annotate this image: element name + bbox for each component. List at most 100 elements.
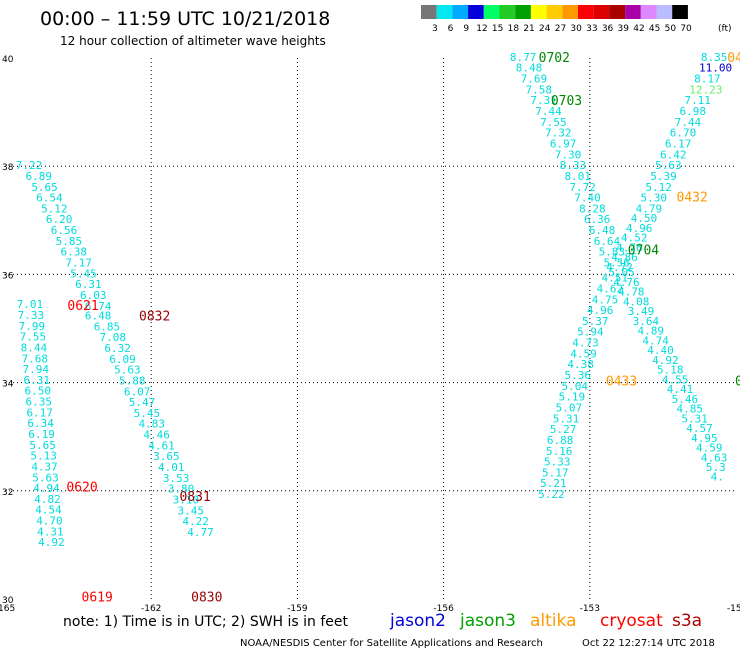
time-label: 0830 — [191, 590, 222, 605]
time-label: 0620 — [66, 480, 97, 495]
color-swatch — [452, 5, 469, 19]
swh-value: 4.94 — [33, 482, 60, 495]
swh-value: 5.37 — [582, 315, 609, 328]
swh-value: 4.63 — [701, 451, 728, 464]
swh-value: 4.22 — [182, 515, 209, 528]
swh-value: 4.75 — [592, 293, 619, 306]
color-swatch-label: 45 — [649, 24, 660, 34]
footer-generated: Oct 22 12:27:14 UTC 2018 — [582, 638, 715, 649]
swh-value: 6.85 — [94, 320, 121, 333]
x-tick-label: -156 — [433, 604, 454, 614]
color-swatch — [421, 5, 437, 19]
swh-value: 5.65 — [29, 439, 56, 452]
swh-value: 3.10 — [173, 493, 200, 506]
swh-value: 7.22 — [16, 159, 43, 172]
swh-value: 4.57 — [686, 422, 713, 435]
swh-value: 5.13 — [30, 450, 56, 463]
swh-value: 6.48 — [589, 224, 616, 237]
swh-value: 3.64 — [633, 315, 660, 328]
swh-value: 3.65 — [153, 450, 180, 463]
swh-value: 6.19 — [28, 428, 54, 441]
swh-value: 7.30 — [555, 148, 582, 161]
swh-value: 5.46 — [672, 393, 699, 406]
legend-entry-jason3: jason3 — [459, 611, 516, 631]
color-swatch — [625, 5, 641, 19]
swh-value: 6.36 — [584, 213, 611, 226]
y-tick-label: 30 — [2, 596, 14, 606]
swh-value: 7.99 — [19, 320, 45, 333]
swh-value: 6.09 — [109, 353, 136, 366]
color-swatch-label: 39 — [618, 24, 630, 34]
swh-value: 5.63 — [32, 471, 59, 484]
swh-value: 4.74 — [642, 334, 669, 347]
swh-value: 6.70 — [670, 127, 697, 140]
swh-value: 6.64 — [594, 235, 621, 248]
swh-value: 6.98 — [679, 105, 706, 118]
color-swatch — [593, 5, 610, 19]
legend-entry-s3a: s3a — [672, 611, 702, 631]
swh-value: 6.97 — [550, 137, 577, 150]
x-tick-label: -162 — [141, 604, 161, 614]
swh-value: 12.23 — [689, 83, 722, 96]
time-labels: 0621 0832 0620 0831 0619 0830 0702 0703 0704 07 04… — [66, 51, 740, 605]
swh-value: 8.17 — [694, 73, 721, 86]
swh-value: 7.58 — [525, 83, 552, 96]
color-swatch — [672, 5, 688, 19]
swh-value: 5.33 — [544, 456, 571, 469]
color-swatch-label: 9 — [463, 24, 469, 34]
swh-value: 4.62 — [597, 282, 624, 295]
swh-value: 5.31 — [553, 412, 580, 425]
color-scale-bar: 3 6 9 12 15 18 21 24 27 30 33 36 39 42 45 50 70 — [421, 5, 692, 34]
swh-value: 4.89 — [638, 325, 665, 338]
swh-value: 11.00 — [699, 62, 732, 75]
swh-value: 5.39 — [650, 170, 677, 183]
time-label: 0433 — [606, 374, 637, 389]
swh-value: 6.03 — [80, 289, 107, 302]
color-swatch — [468, 5, 484, 19]
color-swatch — [483, 5, 500, 19]
swh-value: 8.28 — [579, 202, 606, 215]
color-swatch — [436, 5, 453, 19]
swh-value: 4.72 — [606, 261, 633, 274]
swh-value: 4.52 — [621, 232, 648, 245]
swh-value: 4.51 — [601, 272, 628, 285]
color-swatch-label: 15 — [492, 24, 503, 34]
swh-value: 6.20 — [46, 213, 73, 226]
swh-value: 5.83 — [599, 246, 626, 259]
swh-value: 4.92 — [652, 354, 679, 367]
swh-value: 4.79 — [636, 202, 663, 215]
swh-value: 7.68 — [22, 352, 49, 365]
swh-value: 6.17 — [26, 406, 52, 419]
swh-value: 7.55 — [20, 331, 47, 344]
swh-value: 7.72 — [569, 181, 596, 194]
swh-value: 5.56 — [603, 256, 630, 269]
color-swatch — [609, 5, 626, 19]
x-tick-labels: -165 -162 -159 -156 -153 -15( — [0, 604, 740, 614]
swh-value: 4.54 — [35, 504, 62, 517]
footer-note: note: 1) Time is in UTC; 2) SWH is in fe… — [63, 614, 349, 630]
color-swatch — [515, 5, 531, 19]
swh-value: 5.3 — [706, 461, 726, 474]
y-tick-label: 38 — [2, 163, 14, 173]
swh-value: 7.40 — [574, 192, 601, 205]
swh-value: 5.36 — [564, 369, 591, 382]
y-tick-label: 40 — [2, 55, 14, 65]
color-swatch — [499, 5, 516, 19]
swh-value: 4.38 — [567, 358, 594, 371]
swh-value: 5.45 — [134, 407, 161, 420]
swh-value: 6.07 — [124, 385, 151, 398]
color-swatch — [656, 5, 673, 19]
swh-value: 4.73 — [572, 337, 599, 350]
swh-value: 3.53 — [163, 472, 190, 485]
swh-value: 4.46 — [143, 429, 170, 442]
time-label: 07 — [735, 374, 740, 389]
swh-value: 5.47 — [129, 396, 156, 409]
swh-value: 5.85 — [56, 235, 82, 248]
color-swatch-label: 12 — [476, 24, 487, 34]
swh-value: 6.17 — [665, 137, 692, 150]
swh-value: 3.49 — [628, 305, 655, 318]
swh-value: 5.22 — [538, 488, 565, 501]
plot-area: 30 32 34 36 38 40 -165 -162 -159 -156 -153 -15( 7.… — [0, 51, 740, 614]
swh-value: 4.82 — [34, 493, 61, 506]
time-label: 0704 — [628, 244, 659, 259]
